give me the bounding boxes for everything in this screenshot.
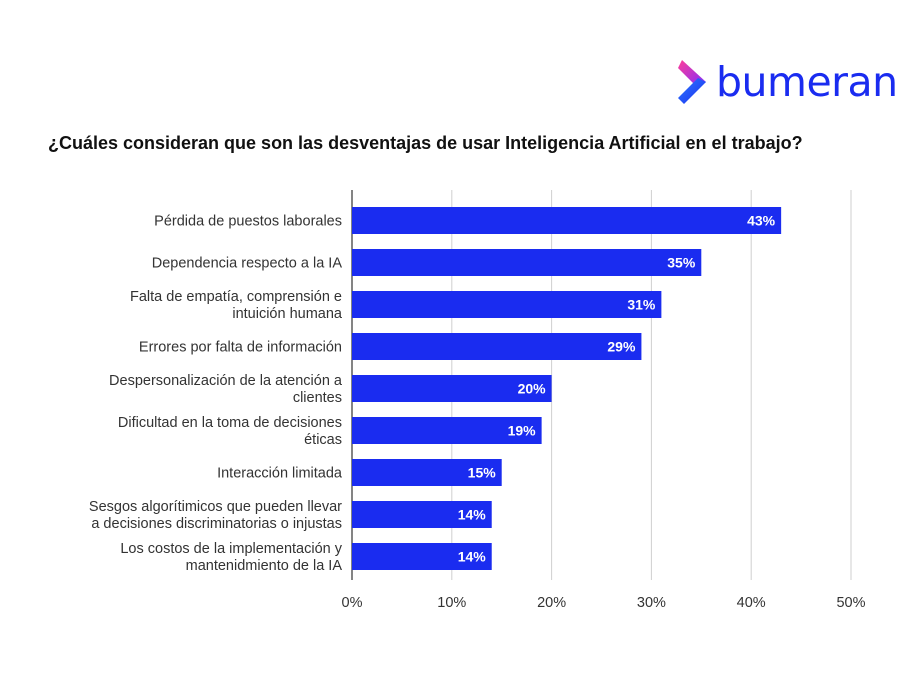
bumeran-chevron-icon [678,60,706,104]
category-label: Falta de empatía, comprensión e intuición… [130,289,343,322]
data-label: 35% [667,255,696,271]
bar [352,459,502,486]
category-label: Interacción limitada [217,466,343,482]
bar [352,291,662,318]
data-label: 43% [747,213,776,229]
bar [352,417,542,444]
x-tick-label: 0% [342,595,363,611]
category-label: Dependencia respecto a la IA [152,256,343,272]
bar [352,333,642,360]
x-tick-label: 50% [836,595,865,611]
x-tick-label: 30% [637,595,666,611]
data-label: 31% [627,297,656,313]
brand-name: bumeran [716,58,898,106]
data-label: 20% [518,381,547,397]
bar [352,501,492,528]
bars: 43% 35% 31% 29% 20% 19% 15% 14% 14% [352,207,782,570]
category-label: Errores por falta de información [139,340,342,356]
x-tick-label: 10% [437,595,466,611]
bar [352,207,782,234]
data-label: 15% [468,465,497,481]
x-tick-label: 20% [537,595,566,611]
category-label: Sesgos algorítimicos que pueden llevar a … [89,499,342,532]
data-label: 19% [508,423,537,439]
bar [352,375,552,402]
category-label: Pérdida de puestos laborales [154,214,342,230]
data-label: 29% [607,339,636,355]
x-axis-ticks: 0% 10% 20% 30% 40% 50% [342,595,866,611]
x-tick-label: 40% [737,595,766,611]
category-labels: Pérdida de puestos laborales Dependencia … [89,214,343,575]
data-label: 14% [458,549,487,565]
category-label: Dificultad en la toma de decisiones ética… [118,415,342,448]
category-label: Los costos de la implementación y manteni… [120,541,342,574]
chart-title: ¿Cuáles consideran que son las desventaj… [48,133,803,153]
bar [352,543,492,570]
bar [352,249,702,276]
category-label: Despersonalización de la atención a clien… [109,373,343,406]
bumeran-logo: bumeran [676,56,898,112]
data-label: 14% [458,507,487,523]
